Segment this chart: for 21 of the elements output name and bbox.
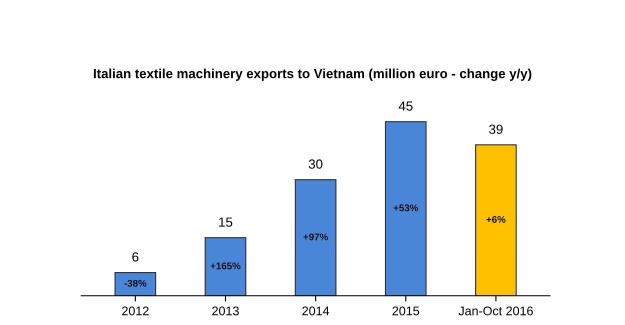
bar	[204, 237, 246, 296]
annotation: +53%	[394, 204, 418, 212]
annotation: +97%	[303, 233, 328, 240]
data-label: 15	[219, 218, 232, 227]
annotation: +165%	[210, 262, 240, 270]
x-tick-label: 2012	[122, 306, 149, 316]
bar	[384, 121, 427, 296]
bar	[475, 144, 517, 296]
x-tick-label: Jan-Oct 2016	[458, 306, 533, 316]
chart-title: Italian textile machinery exports to Vietnam (million euro - change y/y)	[94, 68, 532, 81]
data-label: 45	[398, 101, 413, 111]
data-label: 39	[489, 124, 503, 134]
x-tick-label: 2013	[212, 306, 239, 316]
x-tick-label: 2015	[392, 306, 420, 316]
data-label: 30	[308, 159, 322, 169]
annotation: +6%	[486, 216, 506, 223]
bar	[114, 272, 156, 296]
bar	[294, 179, 336, 296]
annotation: -38%	[124, 280, 146, 287]
x-tick-label: 2014	[302, 306, 330, 316]
data-label: 6	[132, 252, 138, 262]
